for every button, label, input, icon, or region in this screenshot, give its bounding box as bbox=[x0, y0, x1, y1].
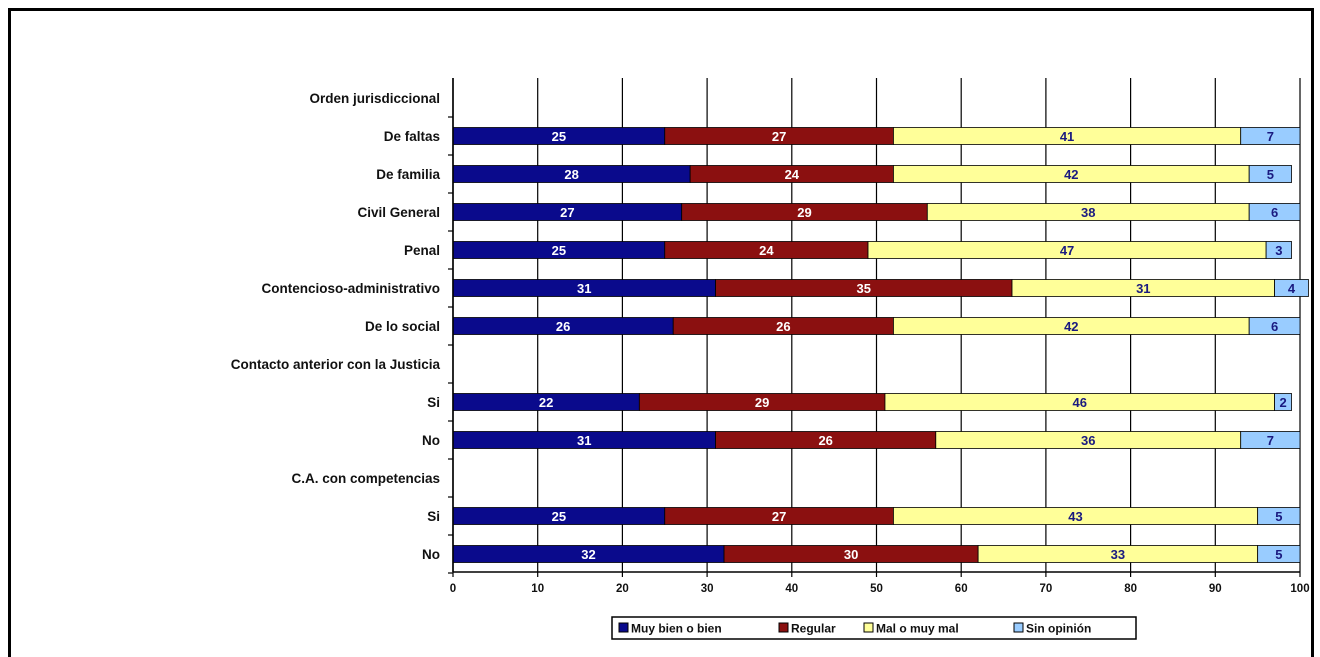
bar-value-label: 36 bbox=[1081, 433, 1095, 448]
legend-swatch-regular bbox=[778, 622, 789, 633]
category-label-de-familia: De familia bbox=[376, 167, 440, 182]
bar-value-label: 5 bbox=[1267, 167, 1274, 182]
x-tick-label-70: 70 bbox=[1040, 583, 1053, 595]
x-tick-label-60: 60 bbox=[955, 583, 968, 595]
bar-value-label: 7 bbox=[1267, 433, 1274, 448]
bar-value-label: 5 bbox=[1275, 509, 1282, 524]
bar-value-label: 32 bbox=[581, 547, 595, 562]
legend-box bbox=[611, 616, 1137, 640]
bar-sin-opinion-si bbox=[1274, 393, 1292, 411]
category-label-c-a-con-competencias: C.A. con competencias bbox=[291, 471, 440, 486]
bar-value-label: 24 bbox=[785, 167, 800, 182]
x-tick-label-80: 80 bbox=[1124, 583, 1137, 595]
bar-value-label: 29 bbox=[797, 205, 811, 220]
bar-value-label: 33 bbox=[1111, 547, 1125, 562]
bar-value-label: 5 bbox=[1275, 547, 1282, 562]
bar-sin-opinion-penal bbox=[1265, 241, 1292, 259]
category-label-si: Si bbox=[427, 509, 440, 524]
x-tick-label-90: 90 bbox=[1209, 583, 1222, 595]
bar-value-label: 31 bbox=[577, 281, 591, 296]
bar-value-label: 26 bbox=[776, 319, 790, 334]
category-label-no: No bbox=[422, 547, 440, 562]
bar-value-label: 7 bbox=[1267, 129, 1274, 144]
bar-value-label: 25 bbox=[552, 129, 566, 144]
category-label-penal: Penal bbox=[404, 243, 440, 258]
bar-value-label: 38 bbox=[1081, 205, 1095, 220]
bar-value-label: 25 bbox=[552, 243, 566, 258]
legend-swatch-sin-opinion bbox=[1013, 622, 1024, 633]
category-label-de-lo-social: De lo social bbox=[365, 319, 440, 334]
bar-value-label: 26 bbox=[556, 319, 570, 334]
bar-value-label: 25 bbox=[552, 509, 566, 524]
bar-sin-opinion-no bbox=[1257, 545, 1301, 563]
bar-sin-opinion-contencioso-administrativo bbox=[1274, 279, 1309, 297]
bar-value-label: 6 bbox=[1271, 205, 1278, 220]
category-label-de-faltas: De faltas bbox=[384, 129, 440, 144]
category-labels: Orden jurisdiccional De faltas De familia C… bbox=[231, 91, 441, 562]
bar-value-label: 46 bbox=[1073, 395, 1087, 410]
legend: Muy bien o bien Regular Mal o muy mal Si… bbox=[611, 616, 1137, 640]
bar-value-label: 26 bbox=[818, 433, 832, 448]
legend-label-mal: Mal o muy mal bbox=[876, 622, 959, 636]
legend-swatch-mal bbox=[863, 622, 874, 633]
bar-value-label: 42 bbox=[1064, 319, 1078, 334]
bar-value-label: 47 bbox=[1060, 243, 1074, 258]
bar-value-label: 27 bbox=[560, 205, 574, 220]
bar-value-label: 27 bbox=[772, 129, 786, 144]
category-label-no: No bbox=[422, 433, 440, 448]
category-label-orden-jurisdiccional: Orden jurisdiccional bbox=[309, 91, 440, 106]
bar-sin-opinion-de-faltas bbox=[1240, 127, 1301, 145]
category-label-si: Si bbox=[427, 395, 440, 410]
x-tick-label-50: 50 bbox=[870, 583, 883, 595]
chart-frame bbox=[8, 8, 1314, 657]
bar-value-label: 3 bbox=[1275, 243, 1282, 258]
bar-value-label: 31 bbox=[1136, 281, 1150, 296]
bar-value-label: 41 bbox=[1060, 129, 1074, 144]
bar-value-label: 28 bbox=[564, 167, 578, 182]
x-tick-label-10: 10 bbox=[531, 583, 544, 595]
x-tick-label-20: 20 bbox=[616, 583, 629, 595]
category-label-civil-general: Civil General bbox=[357, 205, 440, 220]
bars: 25 27 41 728 24 42 527 29 38 625 24 47 331 35 31 426 26 4… bbox=[452, 127, 1309, 563]
bar-value-label: 24 bbox=[759, 243, 774, 258]
bar-value-label: 42 bbox=[1064, 167, 1078, 182]
legend-label-muy-bien: Muy bien o bien bbox=[631, 622, 722, 636]
legend-label-regular: Regular bbox=[791, 622, 836, 636]
bar-value-label: 6 bbox=[1271, 319, 1278, 334]
bar-value-label: 27 bbox=[772, 509, 786, 524]
bar-sin-opinion-civil-general bbox=[1248, 203, 1301, 221]
x-tick-label-0: 0 bbox=[450, 583, 456, 595]
bar-sin-opinion-de-lo-social bbox=[1248, 317, 1301, 335]
legend-label-sin-opinion: Sin opinión bbox=[1026, 622, 1091, 636]
bar-value-label: 4 bbox=[1288, 281, 1296, 296]
bar-sin-opinion-de-familia bbox=[1248, 165, 1292, 183]
bar-value-label: 22 bbox=[539, 395, 553, 410]
axes bbox=[448, 78, 1301, 577]
legend-swatch-muy-bien bbox=[618, 622, 629, 633]
category-label-contacto-anterior-con-la-justicia: Contacto anterior con la Justicia bbox=[231, 357, 441, 372]
x-tick-label-40: 40 bbox=[785, 583, 798, 595]
bar-value-label: 29 bbox=[755, 395, 769, 410]
bar-value-label: 35 bbox=[857, 281, 871, 296]
x-tick-label-30: 30 bbox=[701, 583, 714, 595]
bar-value-label: 30 bbox=[844, 547, 858, 562]
bar-sin-opinion-no bbox=[1240, 431, 1301, 449]
bar-value-label: 31 bbox=[577, 433, 591, 448]
x-tick-label-100: 100 bbox=[1290, 583, 1309, 595]
bar-sin-opinion-si bbox=[1257, 507, 1301, 525]
tick-labels: 0 10 20 30 40 50 60 70 80 90 100 bbox=[450, 583, 1310, 595]
bar-value-label: 43 bbox=[1068, 509, 1082, 524]
category-label-contencioso-administrativo: Contencioso-administrativo bbox=[261, 281, 440, 296]
bar-value-label: 2 bbox=[1279, 395, 1286, 410]
